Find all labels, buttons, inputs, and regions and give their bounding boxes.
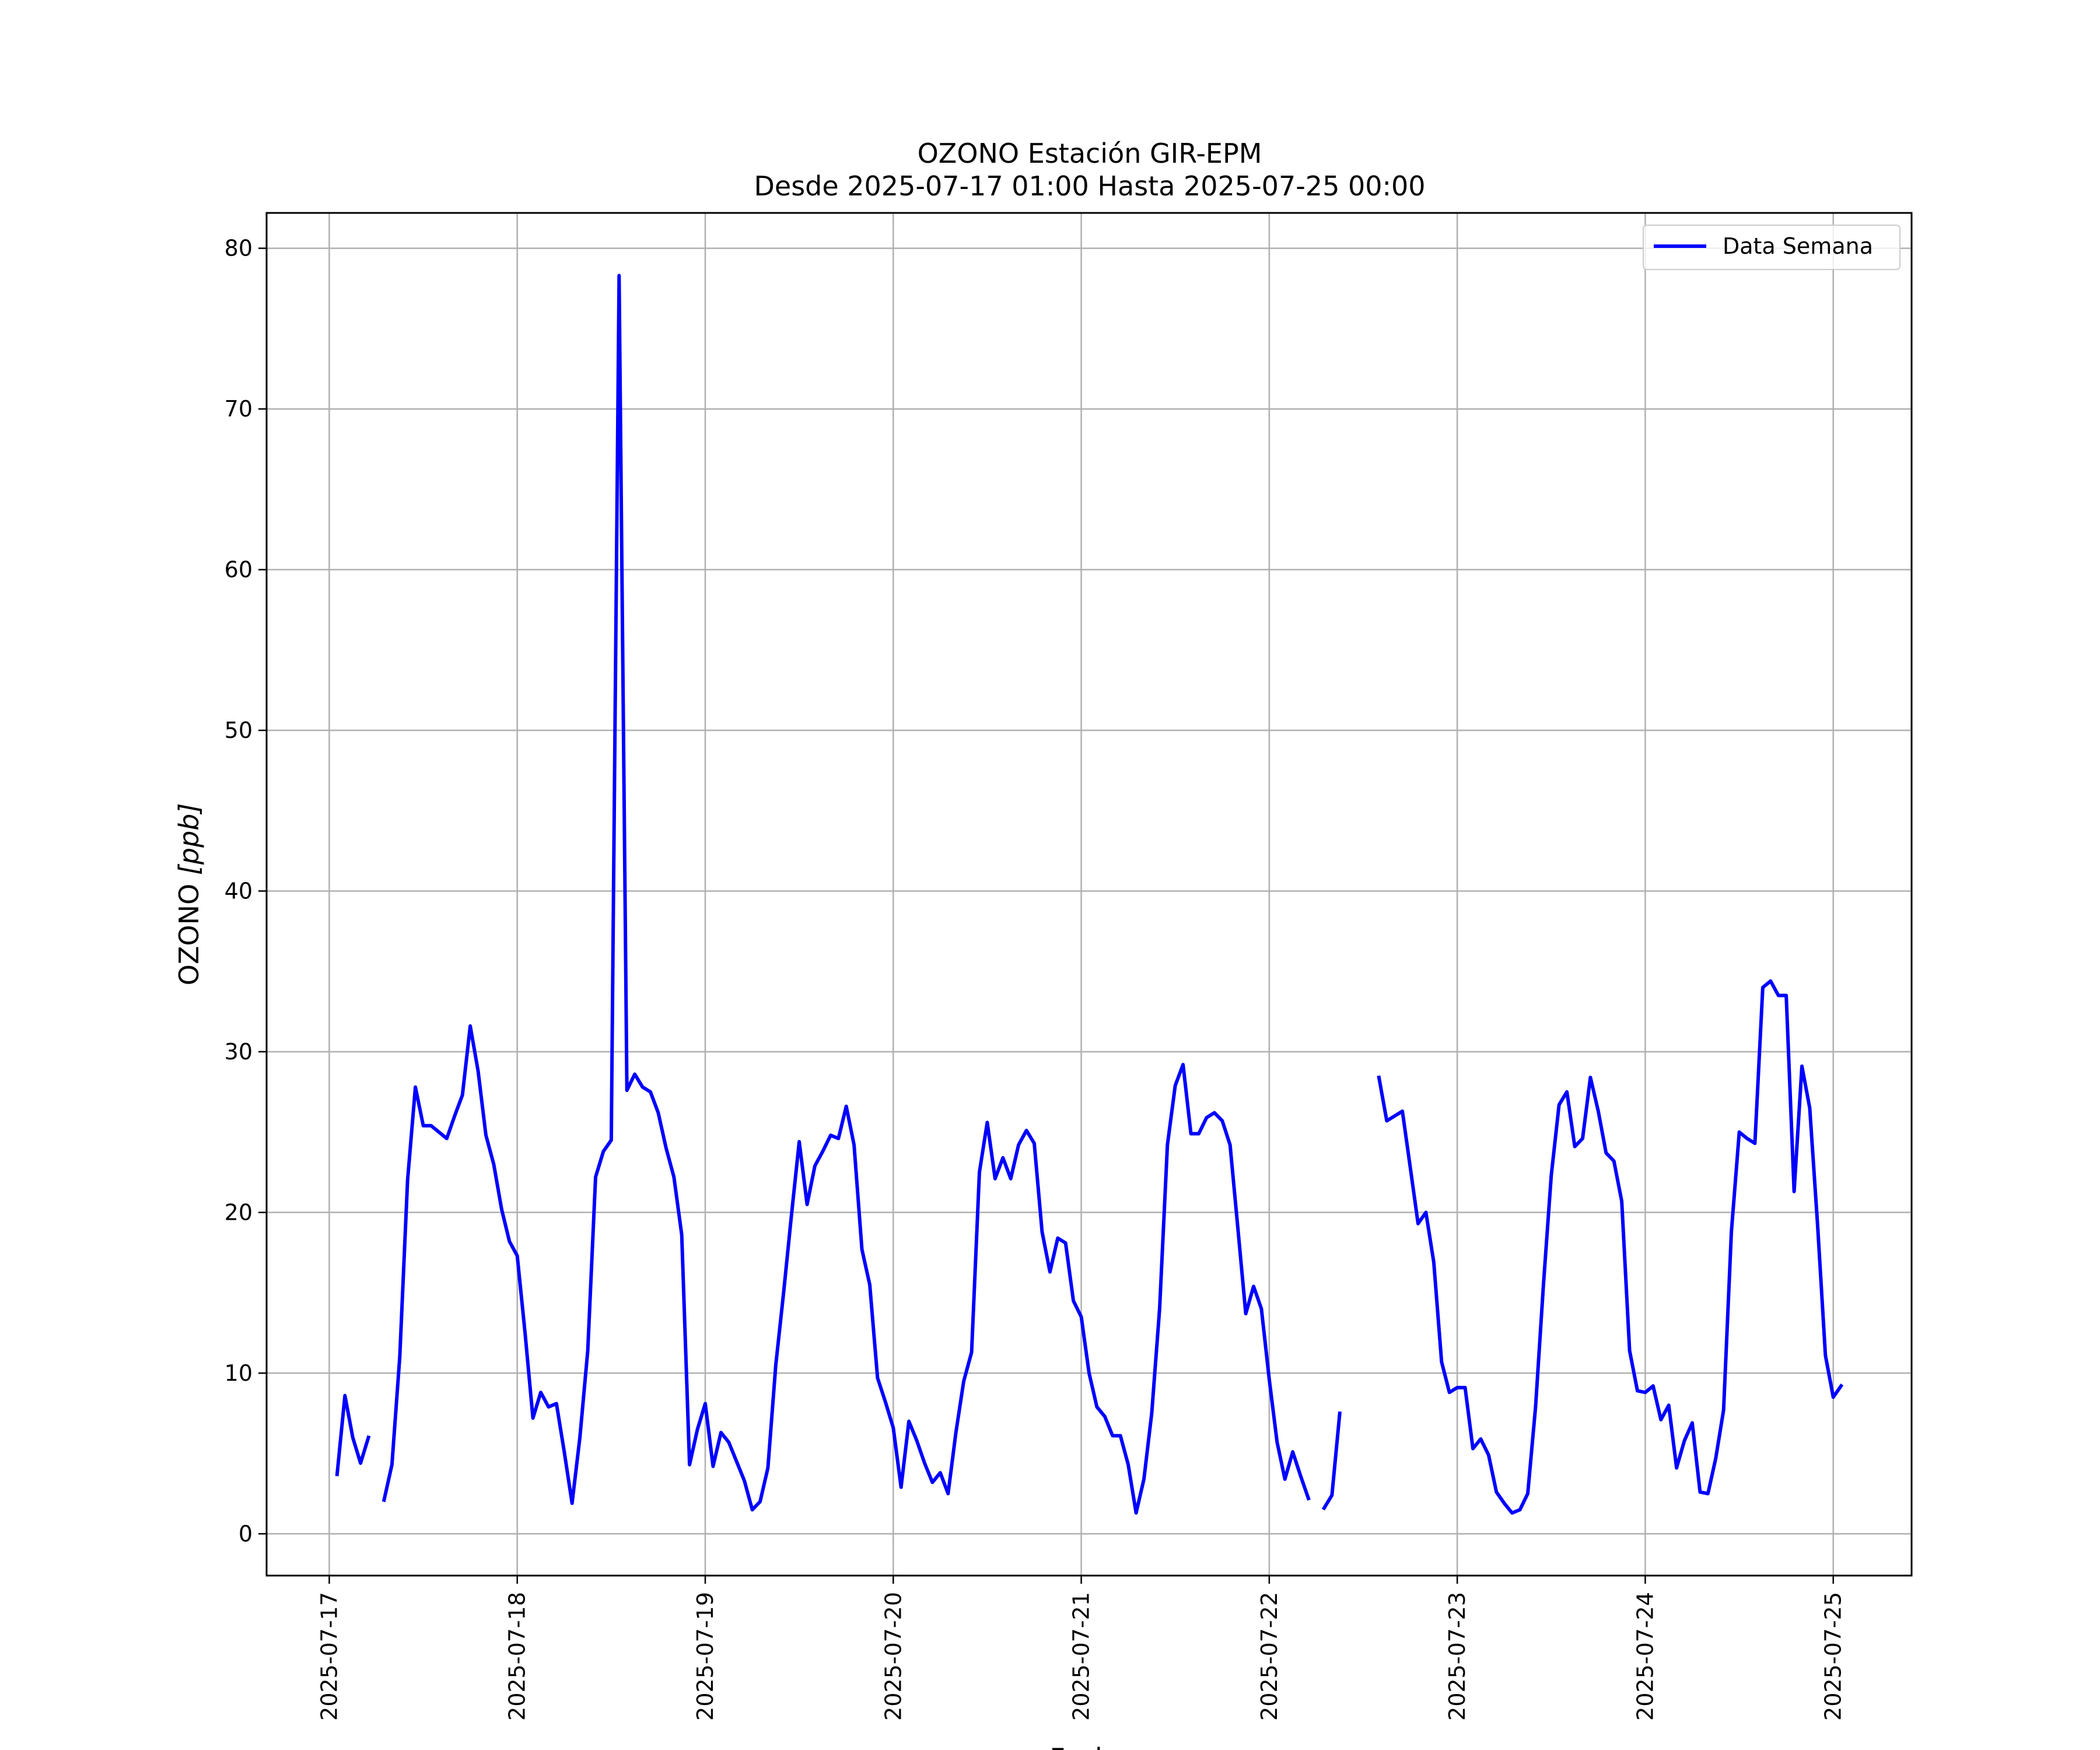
y-tick-label: 10 — [225, 1360, 253, 1386]
y-tick-label: 80 — [225, 236, 253, 261]
y-axis-label: OZONO [ppb] — [173, 803, 205, 986]
plot-frame — [265, 212, 1913, 1577]
x-tick-label: 2025-07-25 — [1821, 1592, 1846, 1721]
chart-subtitle: Desde 2025-07-17 01:00 Hasta 2025-07-25 … — [754, 170, 1425, 202]
y-tick-label: 60 — [225, 557, 253, 583]
series-line-segment — [1321, 1411, 1342, 1511]
series-line-segment — [335, 1394, 371, 1476]
x-tick-label: 2025-07-21 — [1069, 1592, 1094, 1721]
chart-title: OZONO Estación GIR-EPM — [918, 138, 1262, 169]
legend-label: Data Semana — [1723, 233, 1873, 259]
x-tick-label: 2025-07-17 — [316, 1592, 342, 1721]
series-data-semana — [335, 274, 1844, 1515]
x-tick-label: 2025-07-20 — [880, 1592, 906, 1721]
x-tick-label: 2025-07-18 — [505, 1592, 530, 1721]
y-tick-label: 20 — [225, 1199, 253, 1225]
y-axis-label-main: OZONO — [173, 875, 205, 985]
y-axis-label-unit: [ppb] — [173, 803, 205, 876]
y-tick-label: 30 — [225, 1039, 253, 1065]
x-tick-label: 2025-07-22 — [1256, 1592, 1282, 1721]
x-axis-ticks: 2025-07-17 2025-07-18 2025-07-19 2025-07-20… — [316, 1576, 1846, 1721]
legend: Data Semana — [1643, 225, 1901, 270]
x-axis-label: Fecha — [1050, 1742, 1129, 1750]
series-line-segment — [1377, 979, 1844, 1515]
series-line-segment — [382, 274, 1311, 1515]
y-tick-label: 70 — [225, 396, 253, 422]
y-tick-label: 0 — [239, 1521, 253, 1546]
legend-box — [1643, 225, 1901, 270]
grid-lines — [267, 213, 1912, 1576]
x-tick-label: 2025-07-19 — [692, 1592, 718, 1721]
y-axis-ticks: 0 10 20 30 40 50 60 70 80 — [225, 236, 267, 1546]
y-tick-label: 50 — [225, 718, 253, 743]
x-tick-label: 2025-07-24 — [1632, 1592, 1658, 1721]
x-tick-label: 2025-07-23 — [1444, 1592, 1470, 1721]
y-tick-label: 40 — [225, 878, 253, 904]
